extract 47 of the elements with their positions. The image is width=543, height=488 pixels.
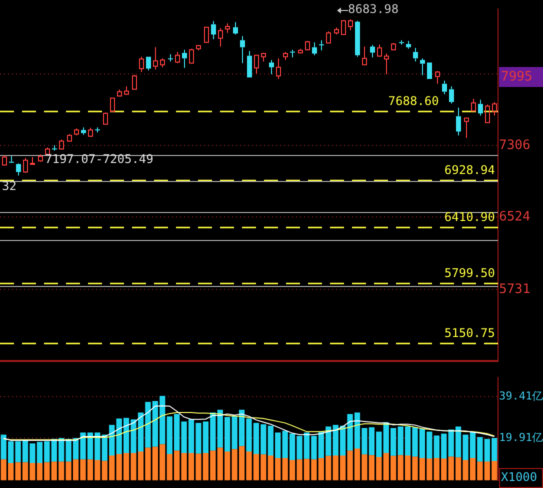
candlestick	[435, 70, 440, 84]
candlestick	[81, 126, 86, 136]
ref-line-label: 5799.50	[444, 266, 495, 280]
candlestick	[319, 40, 324, 51]
candlestick	[312, 42, 317, 56]
candlestick	[449, 86, 454, 104]
candlestick	[218, 28, 223, 48]
candlestick	[233, 22, 238, 36]
candlestick	[240, 36, 245, 64]
candlestick	[413, 47, 418, 62]
text: 7995	[501, 69, 532, 84]
candlestick	[168, 54, 173, 62]
annotation: 8683.98	[348, 2, 399, 16]
candlestick	[276, 58, 281, 80]
candlestick	[290, 49, 295, 58]
ref-line-label: 6410.90	[444, 210, 495, 224]
candlestick	[456, 107, 461, 136]
y-tick-label: 19.91亿	[499, 430, 543, 444]
candlestick	[182, 49, 187, 68]
candlestick	[384, 53, 389, 75]
candlestick	[370, 44, 375, 58]
candlestick	[153, 46, 158, 70]
candlestick	[9, 156, 14, 163]
ref-line-label: 5150.75	[444, 326, 495, 340]
candlestick	[355, 20, 360, 58]
candlestick	[399, 40, 404, 46]
y-tick-label: 5731	[499, 282, 530, 298]
candlestick	[247, 50, 252, 78]
candlestick	[377, 44, 382, 57]
candlestick	[269, 59, 274, 75]
annotation: 32	[2, 179, 16, 194]
candlestick	[362, 46, 367, 66]
candlestick	[464, 118, 469, 138]
ref-line-label: 6928.94	[444, 163, 495, 178]
y-tick-label: 6524	[499, 210, 530, 225]
ref-line-label: 7688.60	[388, 94, 439, 108]
annotation: 7197.07-7205.49	[45, 152, 154, 166]
candlestick	[442, 80, 447, 95]
candlestick	[348, 18, 353, 31]
text: X1000	[501, 470, 538, 484]
candlestick	[420, 58, 425, 76]
candlestick	[478, 99, 483, 116]
candlestick	[146, 56, 151, 71]
y-tick-label: 7306	[499, 138, 530, 153]
candlestick	[406, 40, 411, 50]
y-tick-label: 39.41亿	[499, 389, 543, 402]
candlestick	[211, 20, 216, 40]
